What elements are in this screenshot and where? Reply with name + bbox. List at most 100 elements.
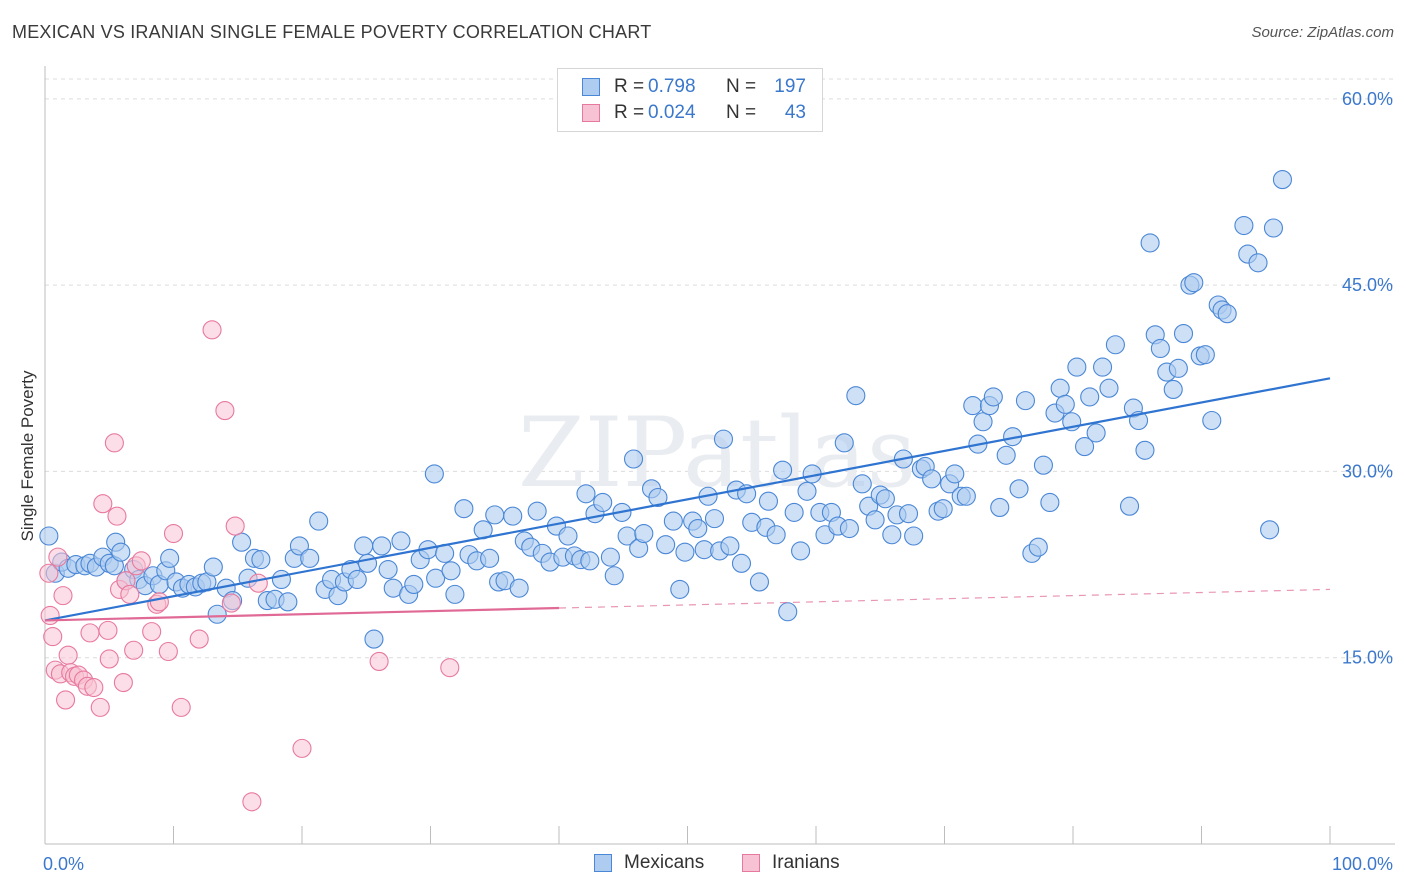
legend-n-label: N = <box>726 102 757 123</box>
iranians-point <box>149 592 169 612</box>
mexicans-point <box>922 469 942 489</box>
mexicans-point <box>1075 437 1095 457</box>
mexicans-point <box>1028 537 1048 557</box>
mexicans-point <box>720 536 740 556</box>
iranians-point <box>292 738 312 758</box>
iranians-point <box>99 649 119 669</box>
mexicans-point <box>1119 496 1140 516</box>
mexicans-point <box>875 489 895 509</box>
mexicans-point <box>271 569 291 590</box>
mexicans-point <box>791 541 811 561</box>
iranians-point <box>171 697 191 717</box>
mexicans-point <box>963 396 983 416</box>
mexicans-point <box>203 557 223 577</box>
mexicans-point <box>1099 378 1119 398</box>
mexicans-point <box>1150 338 1170 359</box>
iranians-point <box>90 697 110 717</box>
legend-item-iranians[interactable]: Iranians <box>742 852 840 874</box>
mexicans-point <box>778 602 798 622</box>
y-tick-label: 15.0% <box>1342 648 1393 668</box>
mexicans-point <box>207 604 227 624</box>
mexicans-point <box>1272 170 1293 190</box>
mexicans-point <box>1248 253 1268 273</box>
mexicans-point <box>1163 379 1183 400</box>
legend-item-mexicans[interactable]: Mexicans <box>594 852 704 874</box>
iranians-point <box>40 605 60 626</box>
iranians-point <box>242 792 262 812</box>
mexicans-point <box>797 481 817 501</box>
mexicans-point <box>251 550 271 570</box>
mexicans-point <box>372 536 392 556</box>
mexicans-point <box>441 561 461 581</box>
mexicans-point <box>1015 391 1036 411</box>
mexicans-point <box>882 525 902 545</box>
mexicans-point <box>580 551 600 571</box>
mexicans-point <box>1050 378 1070 398</box>
iranians-point <box>48 547 68 567</box>
mexicans-point <box>731 553 752 573</box>
mexicans-point <box>1135 440 1155 460</box>
mexicans-point <box>593 492 613 513</box>
mexicans-point <box>160 548 180 568</box>
y-tick-label: 30.0% <box>1342 461 1393 481</box>
iranians-trend-line <box>44 606 560 622</box>
mexicans-point <box>784 502 804 522</box>
mexicans-point <box>839 518 859 539</box>
mexicans-point <box>773 460 793 480</box>
mexicans-point <box>846 386 866 406</box>
mexicans-point <box>404 574 424 594</box>
mexicans-point <box>289 536 309 556</box>
iranians-point <box>124 640 144 660</box>
legend-label-iranians: Iranians <box>772 852 840 873</box>
trend-lines <box>44 377 1331 622</box>
mexicans-point <box>364 629 384 649</box>
mexicans-point <box>232 532 252 552</box>
iranians-point <box>131 551 151 571</box>
legend-r-label: R = <box>614 76 645 97</box>
mexicans-point <box>1260 520 1280 540</box>
mexicans-point <box>424 464 444 484</box>
mexicans-point <box>604 566 624 586</box>
mexicans-point <box>503 506 523 526</box>
mexicans-point <box>1263 218 1284 238</box>
legend-swatch-iranians <box>582 104 600 122</box>
iranians-point <box>104 433 124 453</box>
chart-title: MEXICAN VS IRANIAN SINGLE FEMALE POVERTY… <box>12 22 652 42</box>
iranians-point <box>163 523 184 544</box>
x-tick-label: 0.0% <box>43 854 84 874</box>
mexicans-point <box>648 487 668 508</box>
mexicans-point <box>426 568 446 588</box>
mexicans-point <box>1040 492 1060 513</box>
iranians-point <box>215 401 235 421</box>
legend-swatch-iranians <box>742 854 760 872</box>
series-legend: Mexicans Iranians <box>0 852 1406 876</box>
mexicans-point <box>904 526 924 546</box>
mexicans-point <box>111 542 131 562</box>
x-tick-label: 100.0% <box>1332 854 1393 874</box>
iranians-point <box>39 563 59 583</box>
mexicans-point <box>309 511 329 531</box>
iranians-points <box>39 320 460 812</box>
correlation-legend: R = 0.798 N = 197 R = 0.024 N = 43 <box>557 68 823 132</box>
mexicans-point <box>983 387 1003 407</box>
iranians-point <box>440 658 460 678</box>
y-tick-label: 60.0% <box>1342 89 1393 109</box>
mexicans-point <box>1140 233 1160 253</box>
y-axis-label: Single Female Poverty <box>18 370 37 542</box>
iranians-point <box>107 506 127 526</box>
iranians-point <box>98 620 118 640</box>
iranians-point <box>158 641 178 662</box>
mexicans-point <box>558 526 578 546</box>
mexicans-point <box>656 535 676 555</box>
legend-r-value: 0.024 <box>648 102 696 123</box>
mexicans-point <box>865 510 885 530</box>
iranians-point <box>369 651 389 671</box>
legend-row-iranians: R = 0.024 N = 43 <box>582 101 806 125</box>
axes <box>44 66 1395 845</box>
mexicans-point <box>1173 324 1194 344</box>
mexicans-point <box>956 486 976 506</box>
mexicans-point <box>1234 215 1254 236</box>
iranians-point <box>120 584 140 604</box>
mexicans-point <box>834 433 854 453</box>
